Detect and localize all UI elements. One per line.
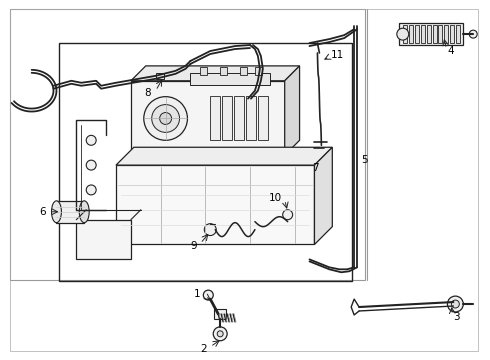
Circle shape (204, 224, 216, 235)
Bar (56, 201, 84, 223)
Bar (191, 73, 270, 85)
Bar (131, 81, 285, 155)
Text: 2: 2 (201, 344, 207, 354)
Text: 1: 1 (194, 289, 200, 299)
Bar (10, 9, 365, 280)
Text: 11: 11 (330, 50, 343, 60)
Polygon shape (315, 147, 332, 244)
Bar (409, 25, 413, 43)
Text: 5: 5 (361, 155, 368, 165)
Bar (415, 25, 418, 43)
Circle shape (86, 185, 96, 195)
Bar (399, 23, 464, 45)
Circle shape (283, 210, 293, 220)
Bar (222, 96, 232, 140)
Bar (210, 96, 220, 140)
Circle shape (217, 331, 223, 337)
Bar (76, 220, 131, 260)
Polygon shape (116, 147, 332, 165)
Bar (234, 96, 244, 140)
Circle shape (86, 135, 96, 145)
Bar (116, 165, 315, 244)
Circle shape (213, 327, 227, 341)
Bar (246, 96, 256, 140)
Bar (444, 25, 448, 43)
Circle shape (447, 296, 464, 312)
Ellipse shape (51, 201, 61, 223)
Text: 7: 7 (313, 163, 319, 173)
Ellipse shape (79, 201, 89, 223)
Bar (420, 25, 425, 43)
Text: 8: 8 (144, 88, 151, 98)
Circle shape (160, 113, 172, 125)
Circle shape (152, 105, 179, 132)
Bar (200, 67, 207, 75)
Text: 9: 9 (191, 242, 197, 252)
Polygon shape (285, 66, 299, 155)
Circle shape (144, 96, 188, 140)
Bar (240, 67, 247, 75)
Circle shape (469, 30, 477, 38)
Bar (433, 25, 437, 43)
Bar (59, 43, 352, 281)
Bar (156, 73, 164, 79)
Circle shape (451, 300, 459, 308)
Polygon shape (131, 66, 299, 81)
Text: 10: 10 (269, 193, 282, 203)
Text: 3: 3 (453, 312, 460, 322)
Text: 4: 4 (447, 46, 454, 56)
Bar (214, 309, 226, 319)
Bar (255, 67, 262, 75)
Bar (456, 25, 460, 43)
Bar (258, 96, 268, 140)
Text: 6: 6 (39, 207, 46, 217)
Bar (220, 67, 227, 75)
Circle shape (397, 28, 409, 40)
Bar (439, 25, 442, 43)
Bar (403, 25, 407, 43)
Bar (427, 25, 431, 43)
Bar (450, 25, 454, 43)
Circle shape (203, 290, 213, 300)
Circle shape (86, 160, 96, 170)
